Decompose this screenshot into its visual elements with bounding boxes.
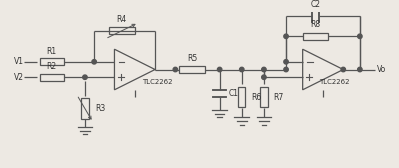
Text: R1: R1	[47, 47, 57, 56]
Bar	[179, 66, 205, 73]
Bar	[40, 74, 64, 81]
Circle shape	[284, 67, 288, 72]
Text: TLC2262: TLC2262	[142, 79, 172, 85]
Circle shape	[83, 75, 87, 79]
Text: V1: V1	[14, 57, 24, 66]
Circle shape	[262, 67, 266, 72]
Text: V2: V2	[14, 73, 24, 82]
Circle shape	[284, 34, 288, 38]
Text: R5: R5	[187, 54, 197, 63]
Text: Vo: Vo	[377, 65, 386, 74]
Text: R2: R2	[47, 62, 57, 71]
Circle shape	[284, 60, 288, 64]
Bar	[81, 98, 89, 119]
Text: C1: C1	[229, 89, 239, 98]
Circle shape	[341, 67, 346, 72]
Text: R6: R6	[251, 93, 261, 102]
Circle shape	[239, 67, 244, 72]
Circle shape	[217, 67, 222, 72]
Text: C2: C2	[310, 0, 320, 9]
Bar	[303, 33, 328, 40]
Circle shape	[173, 67, 178, 72]
Text: R8: R8	[310, 20, 321, 29]
Text: R3: R3	[95, 104, 105, 113]
Bar	[109, 27, 135, 34]
Text: R4: R4	[117, 15, 127, 24]
Circle shape	[358, 67, 362, 72]
Circle shape	[262, 75, 266, 79]
Bar	[40, 58, 64, 66]
Text: TLC2262: TLC2262	[319, 79, 349, 85]
Circle shape	[92, 60, 97, 64]
Bar	[260, 87, 268, 107]
Bar	[238, 87, 245, 107]
Circle shape	[358, 34, 362, 38]
Text: R7: R7	[273, 93, 283, 102]
